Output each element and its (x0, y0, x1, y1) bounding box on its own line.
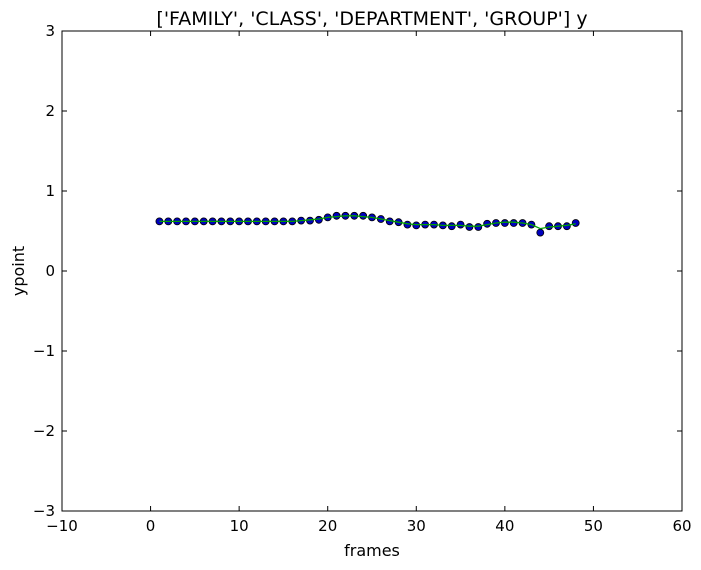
y-tick-label: 2 (45, 102, 55, 120)
y-tick-label: 3 (45, 22, 55, 40)
y-tick-label: 1 (45, 182, 55, 200)
y-tick-label: 0 (45, 262, 55, 280)
x-tick-label: 60 (672, 517, 691, 535)
data-point (447, 222, 456, 231)
series-line (159, 215, 576, 230)
chart-title: ['FAMILY', 'CLASS', 'DEPARTMENT', 'GROUP… (156, 8, 587, 30)
ticks-layer (61, 30, 683, 512)
x-tick-label: 20 (318, 517, 337, 535)
data-point (412, 221, 421, 230)
y-tick-label: −3 (33, 502, 55, 520)
x-tick-label: 50 (584, 517, 603, 535)
data-point (474, 223, 483, 231)
y-axis-label: ypoint (9, 246, 28, 296)
x-tick-label: 10 (230, 517, 249, 535)
plot-frame (61, 30, 683, 512)
x-axis-label: frames (344, 541, 400, 560)
data-point (465, 223, 474, 231)
plot-area (61, 30, 683, 512)
x-tick-label: −10 (46, 517, 78, 535)
data-point (536, 228, 545, 237)
y-tick-label: −2 (33, 422, 55, 440)
y-tick-label: −1 (33, 342, 55, 360)
x-tick-label: 0 (146, 517, 156, 535)
series-layer (155, 211, 580, 237)
data-point (456, 220, 465, 229)
data-point (571, 219, 580, 227)
x-tick-label: 40 (495, 517, 514, 535)
x-tick-label: 30 (407, 517, 426, 535)
